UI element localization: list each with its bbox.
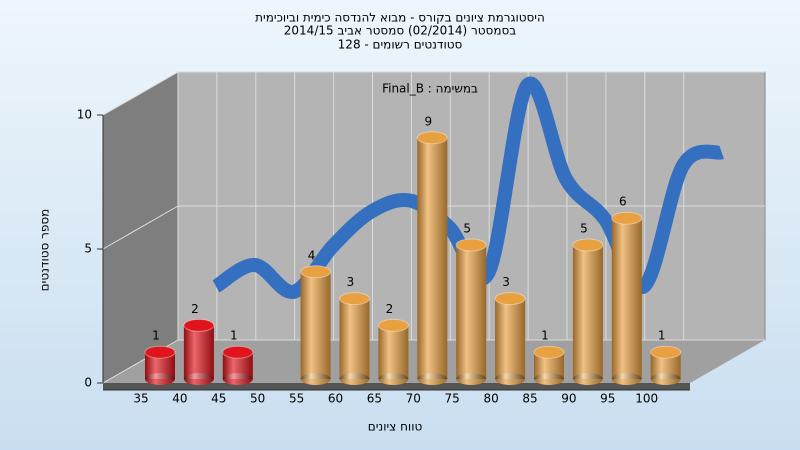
x-tick-label: 45: [211, 392, 226, 406]
bar: [455, 238, 487, 385]
bar-top: [533, 345, 565, 359]
x-tick-label: 100: [635, 392, 658, 406]
bar-body-shade: [183, 325, 214, 379]
bar-body-shade: [495, 298, 526, 379]
y-axis-label: מספר סטודנטים: [38, 209, 52, 292]
bar-top: [144, 345, 176, 359]
chart-title: סטודנטים רשומים - 128: [338, 38, 463, 52]
chart-title: בסמסטר (02/2014) סמסטר אביב 2014/15: [284, 24, 516, 38]
x-tick-label: 85: [522, 392, 537, 406]
bar: [416, 131, 448, 385]
x-axis-label: טווח ציונים: [368, 420, 423, 434]
bar-body-shade: [378, 325, 409, 379]
bar: [611, 211, 643, 385]
x-tick-label: 90: [561, 392, 576, 406]
value-label: 1: [658, 329, 666, 343]
bar: [300, 265, 332, 385]
value-label: 2: [386, 302, 394, 316]
value-label: 6: [619, 195, 627, 209]
x-tick-label: 75: [445, 392, 460, 406]
grid-line: [102, 71, 179, 116]
y-tick-label: 0: [84, 376, 92, 390]
grid-line: [102, 205, 179, 250]
bar-top: [494, 292, 526, 306]
bar-body-shade: [611, 218, 642, 379]
bar: [339, 292, 370, 385]
bar-top: [650, 345, 682, 359]
x-tick-label: 50: [250, 392, 265, 406]
value-label: 9: [424, 114, 432, 128]
bar: [222, 345, 254, 385]
chart-subtitle: במשימה : Final_B: [382, 82, 478, 96]
x-tick-label: 35: [133, 392, 148, 406]
bar: [533, 345, 565, 385]
x-tick-label: 80: [483, 392, 498, 406]
bar-top: [183, 318, 215, 332]
bar-body-shade: [300, 271, 331, 379]
x-tick-label: 65: [367, 392, 382, 406]
bar: [650, 345, 682, 385]
bar: [377, 318, 409, 385]
bar-body-shade: [572, 245, 603, 379]
value-label: 1: [541, 329, 549, 343]
value-label: 1: [230, 329, 238, 343]
chart-title: היסטוגרמת ציונים בקורס - מבוא להנדסה כימ…: [255, 11, 545, 25]
bar-body-shade: [339, 298, 370, 379]
x-tick-label: 40: [172, 392, 187, 406]
bar-top: [572, 238, 604, 252]
value-label: 3: [502, 275, 510, 289]
bar: [144, 345, 176, 385]
bar-body-shade: [417, 137, 448, 379]
x-tick-label: 55: [289, 392, 304, 406]
y-tick-label: 10: [77, 108, 92, 122]
y-tick-label: 5: [84, 242, 92, 256]
value-label: 5: [580, 222, 588, 236]
value-label: 3: [347, 275, 355, 289]
bar: [572, 238, 604, 385]
x-tick-label: 95: [600, 392, 615, 406]
value-label: 2: [191, 302, 199, 316]
bar: [494, 292, 526, 385]
bar-top: [455, 238, 487, 252]
bar-body-shade: [456, 245, 487, 379]
bar-top: [222, 345, 254, 359]
value-label: 5: [463, 222, 471, 236]
floor-edge: [103, 383, 690, 390]
x-tick-label: 70: [406, 392, 421, 406]
x-tick-label: 60: [328, 392, 343, 406]
bar-top: [416, 131, 448, 145]
bar-top: [300, 265, 332, 279]
value-label: 4: [308, 248, 316, 262]
bar: [183, 318, 215, 385]
bar-top: [611, 211, 643, 225]
bar-top: [339, 292, 370, 306]
bar-top: [377, 318, 409, 332]
value-label: 1: [152, 329, 160, 343]
